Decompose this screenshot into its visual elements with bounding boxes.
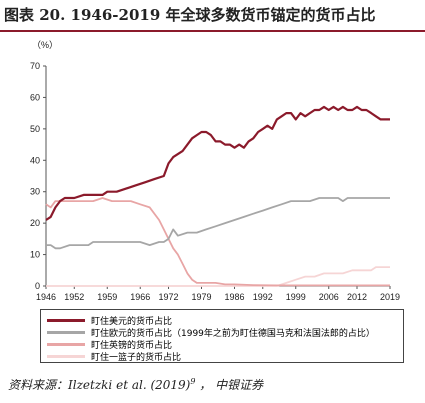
figure-title: 图表 20. 1946-2019 年全球多数货币锚定的货币占比: [4, 6, 376, 24]
y-tick-label: 60: [30, 92, 40, 102]
y-tick-label: 70: [30, 61, 40, 71]
source-suffix: ， 中银证券: [195, 378, 264, 392]
legend-label: 盯住英镑的货币占比: [91, 340, 173, 351]
x-tick-label: 1959: [97, 292, 117, 302]
series-line-0: [45, 105, 390, 221]
line-chart: （%） 0 10 20 30 40 50 60 70 1946 1952 1959 1966 1972 1…: [30, 40, 400, 302]
x-tick-label: 1972: [159, 292, 179, 302]
legend-swatch: [47, 354, 85, 358]
source-note: 资料来源：Ilzetzki et al. (2019)9 ， 中银证券: [8, 376, 263, 393]
x-tick-label: 1966: [130, 292, 150, 302]
legend-item: 盯住一篮子的货币占比: [47, 350, 182, 363]
x-tick-label: 1979: [191, 292, 211, 302]
chart-legend: 盯住美元的货币占比 盯住欧元的货币占比（1999年之前为盯住德国马克和法国法郎的…: [40, 309, 404, 363]
x-tick-label: 1946: [36, 292, 56, 302]
x-tick-label: 1992: [253, 292, 273, 302]
legend-item: 盯住美元的货币占比: [47, 314, 173, 327]
title-divider: [0, 30, 425, 32]
legend-swatch: [47, 342, 85, 346]
legend-swatch: [47, 318, 85, 322]
source-citation: Ilzetzki et al. (2019): [68, 378, 191, 392]
chart-axes: 0 10 20 30 40 50 60 70 1946 1952 1959 1966 1972 1979 1…: [30, 61, 400, 302]
y-axis-unit-label: （%）: [32, 40, 58, 50]
y-tick-label: 20: [30, 218, 40, 228]
y-tick-label: 10: [30, 250, 40, 260]
x-tick-label: 1952: [64, 292, 84, 302]
source-prefix: 资料来源：: [8, 378, 69, 392]
series-line-1: [46, 197, 390, 250]
x-tick-label: 2012: [347, 292, 367, 302]
legend-item: 盯住英镑的货币占比: [47, 338, 173, 351]
x-tick-label: 2019: [380, 292, 400, 302]
y-tick-label: 50: [30, 124, 40, 134]
legend-swatch: [47, 330, 85, 334]
series-line-2: [45, 197, 390, 287]
legend-item: 盯住欧元的货币占比（1999年之前为盯住德国马克和法国法郎的占比）: [47, 326, 375, 339]
x-tick-label: 1999: [286, 292, 306, 302]
y-tick-label: 0: [35, 281, 40, 291]
source-superscript: 9: [190, 377, 196, 386]
chart-series: [45, 105, 390, 287]
y-tick-label: 40: [30, 155, 40, 165]
legend-label: 盯住一篮子的货币占比: [91, 352, 182, 363]
x-tick-label: 2006: [319, 292, 339, 302]
y-tick-label: 30: [30, 187, 40, 197]
x-tick-label: 1986: [224, 292, 244, 302]
legend-label: 盯住美元的货币占比: [91, 316, 173, 327]
legend-label: 盯住欧元的货币占比（1999年之前为盯住德国马克和法国法郎的占比）: [91, 328, 375, 339]
series-line-3: [46, 266, 390, 287]
